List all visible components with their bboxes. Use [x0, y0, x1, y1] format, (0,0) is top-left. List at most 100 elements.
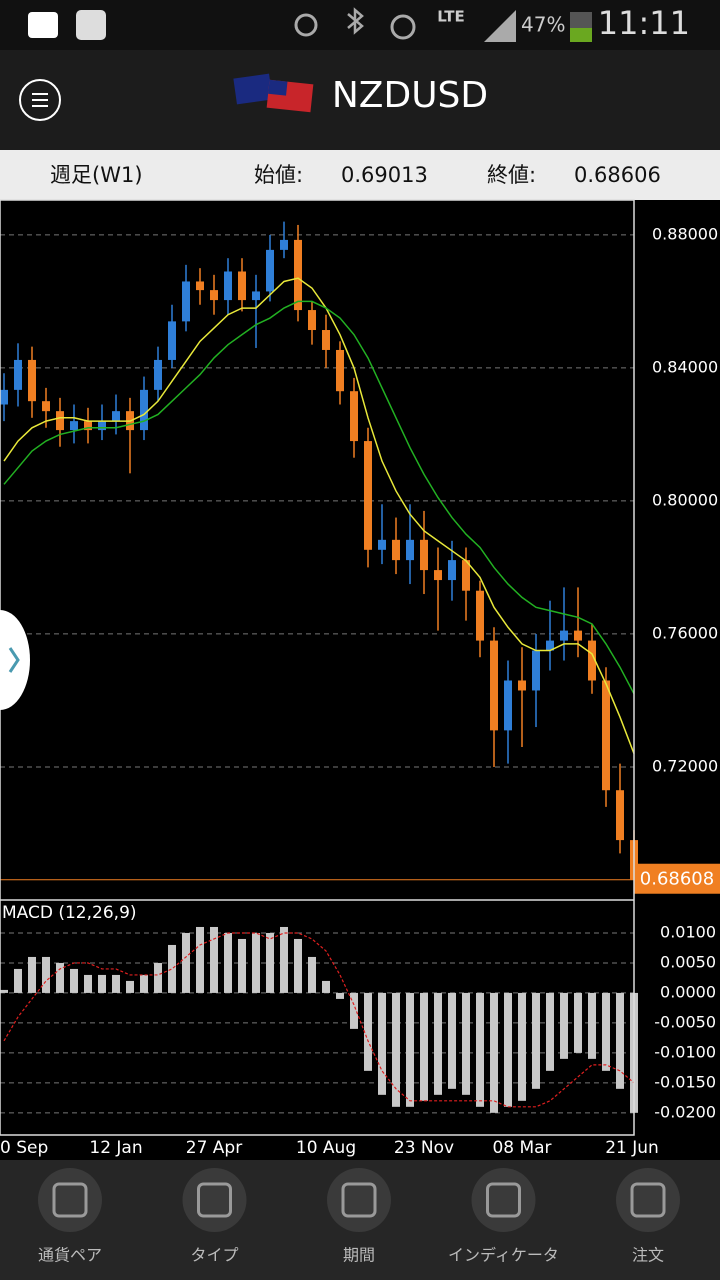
candle-body	[532, 650, 540, 691]
macd-bar	[266, 932, 274, 993]
candle-body	[560, 630, 568, 641]
candle-body	[112, 411, 120, 422]
close-label: 終値:	[487, 163, 536, 187]
x-tick-label: 21 Jun	[605, 1138, 659, 1158]
nav-label[interactable]: 期間	[343, 1246, 375, 1265]
nav-icon	[630, 1182, 666, 1218]
nav-label[interactable]: インディケータ	[448, 1246, 559, 1265]
battery-level: 47%	[521, 13, 565, 37]
macd-bar	[196, 926, 204, 993]
current-price-tag	[634, 863, 720, 894]
macd-bar	[462, 992, 470, 1095]
x-tick-label: 27 Apr	[186, 1138, 242, 1158]
candle-body	[574, 630, 582, 641]
macd-bar	[84, 974, 92, 993]
x-tick-label: 08 Mar	[492, 1138, 551, 1158]
flag-nz	[233, 73, 273, 105]
nav-button[interactable]	[327, 1168, 391, 1232]
candle-body	[308, 310, 316, 331]
macd-bar	[182, 932, 190, 993]
macd-bar	[616, 992, 624, 1089]
candle-body	[168, 321, 176, 360]
macd-bar	[98, 974, 106, 993]
macd-bar	[518, 992, 526, 1101]
macd-bar	[532, 992, 540, 1089]
alarm-icon	[390, 14, 416, 40]
candle-body	[154, 359, 162, 390]
macd-bar	[392, 992, 400, 1107]
macd-bar	[70, 968, 78, 993]
candle-body	[140, 389, 148, 431]
candle-body	[616, 790, 624, 841]
status-icon	[76, 10, 106, 40]
macd-bar	[476, 992, 484, 1107]
menu-button[interactable]	[19, 79, 61, 121]
candle-body	[196, 281, 204, 291]
y-tick-label: -0.0100	[654, 1042, 716, 1061]
nav-button[interactable]	[182, 1168, 247, 1232]
signal-line	[3, 932, 635, 1108]
nav-label[interactable]: 注文	[632, 1246, 664, 1265]
signal-icon	[484, 10, 516, 42]
candle-body	[588, 640, 596, 681]
y-tick-label: -0.0200	[654, 1102, 716, 1121]
nav-icon	[52, 1182, 88, 1218]
macd-bar	[112, 974, 120, 993]
y-tick-label: 0.0100	[660, 922, 716, 941]
nav-icon	[197, 1182, 232, 1218]
current-price-label: 0.68608	[640, 869, 714, 890]
y-tick-label: 0.0050	[660, 952, 716, 971]
bluetooth-icon	[347, 7, 364, 35]
y-tick-label: 0.84000	[652, 357, 718, 376]
candle-body	[406, 539, 414, 561]
macd-bar	[140, 974, 148, 993]
candle-body	[602, 680, 610, 791]
macd-bar	[308, 956, 316, 993]
nav-button[interactable]	[471, 1168, 536, 1232]
macd-bar	[56, 962, 64, 993]
candle-body	[350, 391, 358, 442]
candle-body	[238, 271, 246, 301]
macd-bar	[448, 992, 456, 1089]
macd-bar	[42, 956, 50, 993]
macd-bar	[588, 992, 596, 1059]
candle-body	[378, 539, 386, 550]
info-bar	[0, 150, 720, 200]
macd-bar	[350, 992, 358, 1029]
macd-bar	[238, 938, 246, 993]
nav-label[interactable]: 通貨ペア	[38, 1246, 102, 1265]
nav-items: 通貨ペア タイプ 期間 インディケータ 注文	[38, 1168, 680, 1265]
macd-bar	[504, 992, 512, 1107]
moving-average	[3, 300, 635, 695]
nav-button[interactable]	[616, 1168, 680, 1232]
macd-bar	[14, 968, 22, 993]
indicator-title: MACD (12,26,9)	[2, 903, 137, 923]
status-icon	[28, 12, 58, 38]
open-value: 0.69013	[341, 163, 428, 187]
candle-body	[518, 680, 526, 691]
macd-bar	[280, 926, 288, 993]
open-label: 始値:	[254, 163, 303, 187]
nav-button[interactable]	[38, 1168, 102, 1232]
candle-body	[364, 441, 372, 550]
period-label: 週足(W1)	[50, 163, 143, 187]
macd-bar	[0, 989, 8, 993]
candle-body	[56, 411, 64, 431]
nav-icon	[486, 1182, 521, 1218]
candle-body	[70, 421, 78, 431]
symbol-title: NZDUSD	[332, 75, 488, 116]
y-tick-label: 0.80000	[652, 490, 718, 509]
nav-label[interactable]: タイプ	[190, 1246, 238, 1265]
side-tab-arrow	[8, 647, 20, 673]
x-tick-label: 10 Aug	[296, 1138, 356, 1158]
macd-bar	[28, 956, 36, 993]
y-tick-label: 0.0000	[660, 982, 716, 1001]
macd-bar	[364, 992, 372, 1071]
macd-bar	[420, 992, 428, 1101]
side-tab[interactable]	[0, 610, 30, 710]
macd-bar	[602, 992, 610, 1071]
candle-body	[462, 560, 470, 591]
candle-body	[448, 560, 456, 581]
